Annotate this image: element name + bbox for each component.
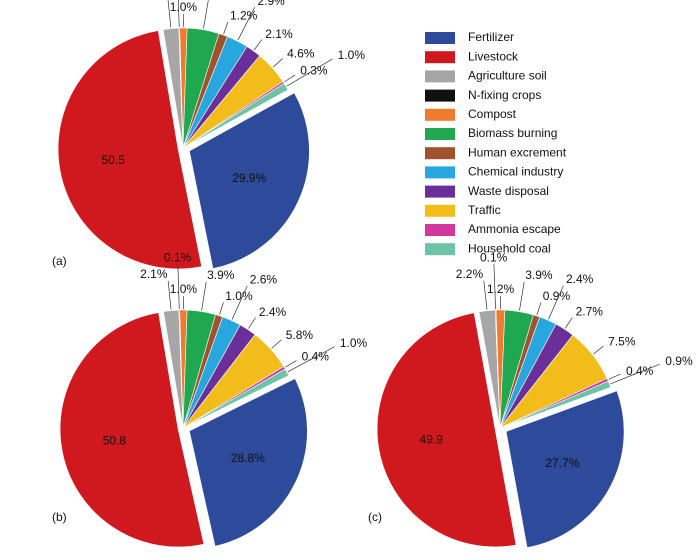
slice-label: 1.0% [170,0,198,14]
slice-label: 0.1% [164,250,192,264]
pie-slice [178,27,184,149]
leader-line [610,363,660,385]
leader-line [608,373,621,380]
slice-label: 3.9% [207,268,235,282]
slice-label: 50.8 [103,434,127,448]
slice-label: 2.1% [265,27,293,41]
legend-label: Waste disposal [468,184,549,198]
pie-slice [182,82,289,149]
legend-label: Ammonia escape [468,222,561,236]
leader-line [248,317,256,329]
leader-line [231,285,248,320]
slice-label: 27.7% [545,456,579,470]
leader-line [564,317,573,329]
slice-label: 1.2% [487,282,515,296]
legend-label: Human excrement [468,145,567,159]
slice-label: 0.9% [665,354,693,368]
legend-label: Chemical industry [468,165,563,179]
slice-label: 4.6% [287,47,315,61]
panel-label: (b) [52,510,67,524]
leader-line [272,58,283,68]
leader-line [284,74,296,83]
legend-label: Traffic [468,203,501,217]
leader-line [201,281,207,311]
pie-slice [494,309,501,429]
legend-swatch [425,224,455,236]
pie-slice [499,380,612,429]
legend-swatch [425,51,455,64]
leader-line [493,264,496,310]
slice-label: 7.5% [608,334,636,348]
leader-line [519,281,525,311]
pie-slice [189,92,310,269]
slice-label: 0.9% [543,289,571,303]
slice-label: 49.9 [420,433,444,447]
panel-label: (a) [52,254,67,268]
leader-line [177,0,180,28]
leader-line [593,345,604,355]
leader-line [548,285,564,320]
panel-label: (c) [368,510,382,524]
slice-label: 50.5 [101,153,125,167]
legend-label: Agriculture soil [468,69,547,83]
leader-line [223,21,229,35]
leader-line [219,302,224,315]
legend-swatch [425,185,455,198]
leader-line [287,346,335,373]
legend-label: Household coal [468,241,551,255]
leader-line [167,0,172,28]
legend-swatch [425,108,455,121]
slice-label: 1.0% [225,289,253,303]
legend-swatch [425,70,455,83]
pie-slice [59,312,205,548]
pie-slice [57,30,203,270]
pie-slice [505,390,625,548]
legend-label: Biomass burning [468,126,557,140]
slice-label: 2.7% [576,305,604,319]
slice-label: 28.8% [231,451,265,465]
leader-line [483,280,488,310]
slice-label: 2.4% [259,305,287,319]
slice-label: 5.8% [286,328,314,342]
leader-line [203,0,209,29]
pie-slice [376,312,517,548]
legend-swatch [425,128,455,140]
legend-swatch [425,89,455,102]
leader-line [285,360,297,368]
legend-label: Compost [468,107,517,121]
legend-label: Fertilizer [468,30,514,44]
legend-label: N-fixing crops [468,88,541,102]
legend-swatch [425,166,455,179]
leader-line [271,339,282,349]
slice-label: 3.9% [525,268,553,282]
slice-label: 1.2% [230,8,258,22]
leader-line [177,264,180,310]
pie-slice [188,378,308,547]
slice-label: 29.9% [232,171,266,185]
legend-label: Livestock [468,49,519,63]
slice-label: 1.0% [170,282,198,296]
slice-label: 1.0% [338,48,366,62]
legend-swatch [425,243,455,256]
slice-label: 2.2% [456,267,484,281]
slice-label: 0.1% [480,250,508,264]
pie-slice [182,368,290,429]
leader-line [237,7,256,41]
slice-label: 0.4% [626,364,654,378]
slice-label: 1.0% [340,336,368,350]
legend-swatch [425,147,455,160]
legend-swatch [425,32,455,44]
slice-label: 2.1% [140,267,168,281]
slice-label: 2.6% [250,273,278,287]
leader-line [167,280,172,310]
pie-slice [178,309,184,429]
leader-line [286,58,333,87]
legend-swatch [425,204,455,217]
slice-label: 2.4% [566,272,594,286]
leader-line [536,302,542,315]
slice-label: 2.9% [257,0,285,8]
leader-line [253,39,263,51]
